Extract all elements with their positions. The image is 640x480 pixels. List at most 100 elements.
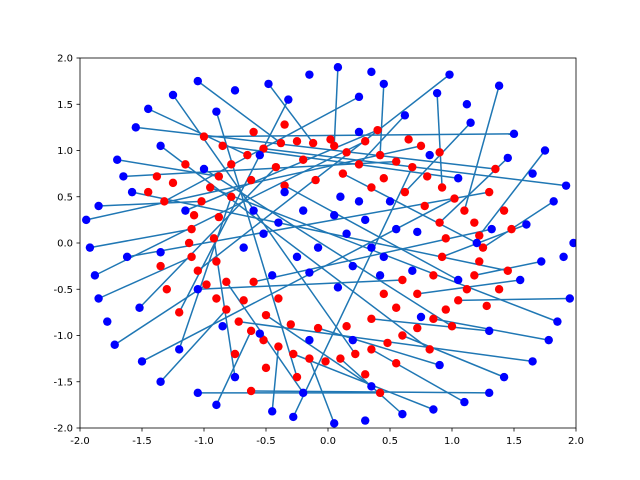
series-1-point-33 <box>466 118 475 127</box>
connecting-line-62 <box>123 160 397 178</box>
series-1-point-4 <box>540 146 550 155</box>
series-1-point-76 <box>509 129 519 139</box>
series-0-point-105 <box>249 277 258 287</box>
series-1-point-25 <box>299 206 308 215</box>
series-0-point-38 <box>187 224 196 234</box>
connecting-line-24 <box>358 114 406 165</box>
series-1-point-71 <box>218 322 227 331</box>
series-1-point-57 <box>280 187 289 197</box>
series-1-point-91 <box>528 357 537 366</box>
series-0-point-27 <box>289 349 298 359</box>
series-0-point-15 <box>462 285 472 294</box>
series-1-point-102 <box>330 211 339 220</box>
series-0-point-7 <box>437 183 447 192</box>
connecting-line-54 <box>94 140 366 277</box>
connecting-line-10 <box>371 348 465 403</box>
series-0-point-45 <box>259 144 268 153</box>
series-0-point-20 <box>398 331 407 340</box>
series-0-point-88 <box>156 261 165 271</box>
series-0-point-61 <box>342 322 351 331</box>
series-0-point-92 <box>218 141 227 151</box>
series-1-point-34 <box>503 153 512 163</box>
connecting-line-52 <box>251 390 490 394</box>
series-0-point-44 <box>243 150 252 160</box>
y-tick-label-2: -1.0 <box>53 331 73 342</box>
series-0-point-18 <box>429 314 438 324</box>
series-0-point-34 <box>202 280 211 289</box>
series-0-point-65 <box>239 296 248 305</box>
series-1-point-1 <box>379 79 388 89</box>
connecting-line-16 <box>114 283 207 346</box>
series-1-point-3 <box>494 81 504 90</box>
series-0-point-46 <box>276 138 286 148</box>
series-1-point-66 <box>354 127 364 137</box>
series-0-point-10 <box>470 218 479 227</box>
series-0-point-2 <box>361 137 370 146</box>
series-1-point-41 <box>230 372 240 382</box>
series-0-point-16 <box>454 296 463 305</box>
series-1-point-53 <box>375 271 385 280</box>
connecting-line-4 <box>478 150 546 237</box>
series-1-point-7 <box>565 294 574 303</box>
series-1-point-105 <box>354 197 364 206</box>
series-0-point-112 <box>199 132 209 141</box>
y-tick-label-3: -0.5 <box>53 285 73 296</box>
series-0-point-30 <box>246 326 256 336</box>
series-0-point-70 <box>227 192 236 201</box>
series-0-point-3 <box>375 150 385 160</box>
y-tick-label-7: 1.5 <box>57 100 73 111</box>
series-1-point-8 <box>544 335 553 345</box>
series-1-point-11 <box>398 409 407 419</box>
series-0-point-29 <box>259 335 268 345</box>
series-0-point-43 <box>227 160 236 169</box>
series-1-point-19 <box>94 201 103 211</box>
series-1-point-80 <box>230 86 240 95</box>
series-0-point-67 <box>212 257 221 266</box>
series-0-point-28 <box>274 342 283 351</box>
series-0-point-40 <box>197 197 206 206</box>
x-tick-label-3: -0.5 <box>256 436 276 447</box>
series-0-point-81 <box>392 359 401 368</box>
series-0-point-106 <box>152 172 162 181</box>
series-0-point-22 <box>367 345 376 354</box>
y-tick-label-4: 0.0 <box>57 239 73 250</box>
series-1-point-32 <box>400 111 410 120</box>
series-0-point-8 <box>450 194 459 203</box>
series-1-point-99 <box>313 243 323 252</box>
series-1-point-97 <box>119 172 128 181</box>
connecting-line-3 <box>463 85 500 211</box>
series-0-point-108 <box>246 386 256 396</box>
series-0-point-104 <box>274 294 283 303</box>
series-0-point-85 <box>230 349 240 359</box>
series-0-point-47 <box>292 137 302 146</box>
connecting-line-43 <box>185 129 378 212</box>
series-0-point-79 <box>482 301 491 311</box>
x-tick-label-7: 1.5 <box>506 436 522 447</box>
series-0-point-48 <box>308 138 318 148</box>
y-tick-label-0: -2.0 <box>53 424 73 435</box>
series-1-point-64 <box>181 206 190 215</box>
series-0-point-76 <box>507 224 516 234</box>
series-1-point-46 <box>156 141 165 151</box>
series-0-point-1 <box>342 148 351 157</box>
x-tick-label-0: -2.0 <box>70 436 90 447</box>
series-0-point-69 <box>214 212 224 222</box>
series-1-point-9 <box>499 372 509 382</box>
series-1-point-56 <box>249 206 258 215</box>
series-0-point-9 <box>460 206 469 215</box>
series-0-point-74 <box>485 187 494 197</box>
connecting-line-47 <box>253 228 492 283</box>
series-1-point-74 <box>559 252 568 262</box>
series-1-point-43 <box>135 303 144 312</box>
series-1-point-42 <box>175 345 184 354</box>
series-0-point-110 <box>447 322 457 331</box>
connecting-line-15 <box>160 309 227 383</box>
series-0-point-71 <box>246 175 256 185</box>
series-0-point-13 <box>475 257 484 266</box>
series-0-point-89 <box>160 197 169 206</box>
series-0-point-58 <box>413 289 422 299</box>
series-0-point-78 <box>494 285 504 294</box>
series-0-point-63 <box>286 320 295 329</box>
connecting-line-50 <box>135 126 496 170</box>
series-0-point-56 <box>437 252 447 262</box>
